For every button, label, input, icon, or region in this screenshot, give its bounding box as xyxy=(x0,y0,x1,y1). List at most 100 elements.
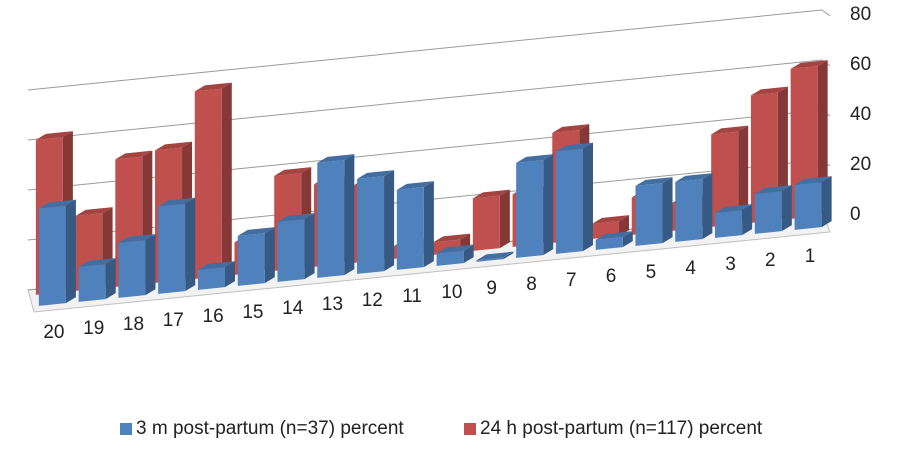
bar-series-1-cat-3 xyxy=(715,204,753,238)
bar-side xyxy=(304,213,315,280)
x-tick-label: 7 xyxy=(566,270,577,291)
bar-top xyxy=(675,173,713,182)
bar-top xyxy=(472,189,510,199)
bar-side xyxy=(622,231,633,248)
bar-side xyxy=(185,197,196,292)
bar-side xyxy=(105,258,116,300)
bar-top xyxy=(711,125,749,135)
bar-top xyxy=(38,199,76,209)
bar-top xyxy=(155,141,193,151)
bar-side xyxy=(738,125,749,225)
bar-side xyxy=(619,215,630,237)
bar-front xyxy=(436,250,464,266)
bar-side xyxy=(344,154,355,276)
bar-front xyxy=(357,176,385,274)
bar-top xyxy=(237,227,275,236)
bar-side xyxy=(499,189,510,249)
bar-top xyxy=(158,197,196,207)
bar-front xyxy=(277,219,305,282)
bar-series-2-cat-3 xyxy=(711,125,749,227)
bar-front xyxy=(237,233,265,286)
bar-side xyxy=(423,181,434,268)
bar-front xyxy=(635,183,663,246)
bar-side xyxy=(781,185,792,232)
bar-top xyxy=(433,233,471,243)
bar-top xyxy=(274,167,312,176)
bar-front xyxy=(595,237,623,250)
bar-top xyxy=(754,185,792,194)
bar-top xyxy=(555,142,593,152)
bar-series-1-cat-4 xyxy=(675,173,713,242)
bar-series-1-cat-20 xyxy=(38,199,76,306)
bar-top xyxy=(118,234,156,243)
bar-top xyxy=(790,60,828,69)
y-tick-label: 80 xyxy=(850,4,871,25)
bar-side xyxy=(65,199,76,304)
bar-series-1-cat-13 xyxy=(317,154,355,278)
bar-series-1-cat-12 xyxy=(357,170,395,274)
bar-front xyxy=(754,191,782,234)
bar-front xyxy=(118,240,146,298)
bar-front xyxy=(476,257,504,262)
bar-front xyxy=(794,182,822,230)
bar-side xyxy=(662,177,673,244)
bar-side xyxy=(543,154,554,256)
legend-swatch-series-2 xyxy=(464,423,476,435)
bar-side xyxy=(702,173,713,240)
bar-front xyxy=(472,195,500,251)
bar-top xyxy=(595,231,633,240)
bar-series-1-cat-9 xyxy=(476,251,514,262)
bar-front xyxy=(38,205,66,306)
legend-label-series-2: 24 h post-partum (n=117) percent xyxy=(480,418,763,439)
bar-side xyxy=(503,251,514,260)
bar-front xyxy=(715,210,743,238)
y-tick-label: 20 xyxy=(850,154,871,175)
bar-top xyxy=(396,181,434,190)
gridline xyxy=(27,9,823,91)
x-tick-label: 10 xyxy=(441,282,462,303)
legend-label-series-1: 3 m post-partum (n=37) percent xyxy=(136,418,404,439)
bar-top xyxy=(197,261,236,270)
bar-side xyxy=(582,142,593,252)
bar-side xyxy=(145,234,156,296)
bar-side xyxy=(463,244,474,264)
x-tick-label: 17 xyxy=(163,310,184,331)
bar-series-1-cat-19 xyxy=(78,258,116,302)
legend-swatch-series-1 xyxy=(120,423,132,435)
y-tick-label: 60 xyxy=(850,54,871,75)
bar-series-1-cat-16 xyxy=(197,261,236,290)
legend: 3 m post-partum (n=37) percent 24 h post… xyxy=(0,418,906,442)
bar-top xyxy=(115,150,153,160)
x-tick-label: 5 xyxy=(646,262,657,283)
x-tick-label: 11 xyxy=(402,286,422,307)
bar-top xyxy=(516,154,554,163)
bar-top xyxy=(715,204,753,213)
bar-series-1-cat-6 xyxy=(595,231,633,250)
bar-top xyxy=(75,207,113,216)
bar-front xyxy=(78,264,106,302)
bar-series-1-cat-10 xyxy=(436,244,474,266)
x-tick-label: 4 xyxy=(685,258,696,279)
bar-series-1-cat-2 xyxy=(754,185,792,234)
x-tick-label: 19 xyxy=(83,318,104,339)
bar-front xyxy=(197,267,226,290)
bar-front xyxy=(396,187,424,270)
x-tick-label: 1 xyxy=(805,246,816,267)
x-tick-label: 15 xyxy=(242,302,263,323)
x-tick-label: 8 xyxy=(526,274,537,295)
bar-top xyxy=(794,176,832,185)
bar-top xyxy=(476,251,514,261)
x-tick-label: 14 xyxy=(282,298,304,319)
x-tick-label: 20 xyxy=(43,322,64,343)
bar-top xyxy=(277,213,315,222)
x-tick-label: 9 xyxy=(486,278,497,299)
bar-front xyxy=(194,88,222,279)
bar-top xyxy=(552,124,590,133)
bar-side xyxy=(742,204,753,236)
bar-series-1-cat-8 xyxy=(516,154,554,258)
bar-top xyxy=(592,215,630,224)
x-tick-label: 12 xyxy=(362,290,383,311)
x-tick-label: 3 xyxy=(725,254,736,275)
bar-side xyxy=(221,82,232,277)
